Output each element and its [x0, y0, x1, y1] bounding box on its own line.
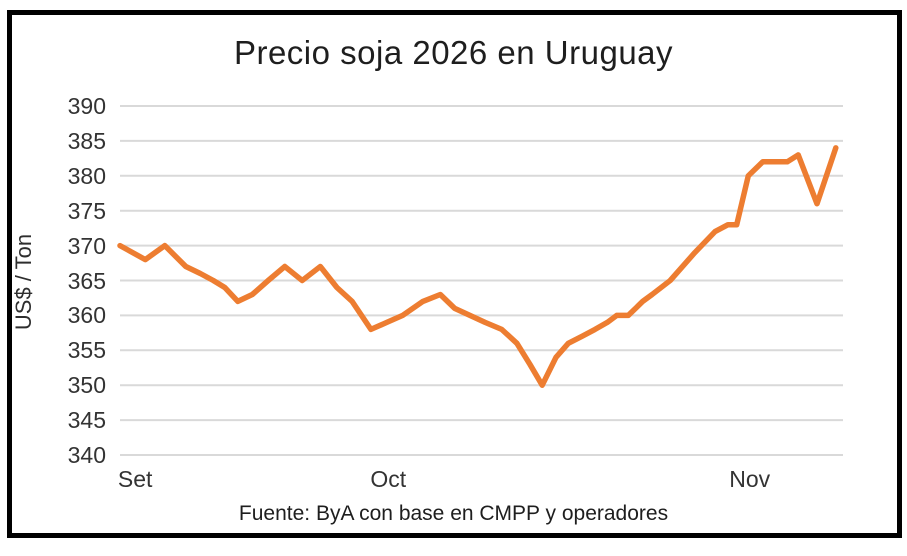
y-tick-label: 345 [67, 407, 106, 434]
y-tick-label: 390 [67, 93, 106, 119]
y-tick-label: 350 [67, 372, 106, 399]
x-tick-label: Nov [729, 466, 771, 492]
y-tick-label: 340 [67, 442, 106, 468]
chart-border-frame [7, 10, 902, 538]
y-tick-label: 370 [67, 232, 106, 259]
source-note: Fuente: ByA con base en CMPP y operadore… [238, 502, 669, 525]
x-tick-label: Set [117, 466, 153, 492]
y-tick-label: 355 [67, 337, 106, 364]
x-tick-label: Oct [370, 466, 407, 492]
chart-title: Precio soja 2026 en Uruguay [233, 34, 674, 71]
y-tick-label: 365 [67, 267, 106, 294]
price-line [117, 145, 839, 388]
y-tick-label: 385 [67, 127, 106, 154]
y-tick-label: 380 [67, 162, 106, 189]
y-tick-label: 360 [67, 302, 106, 329]
y-tick-label: 375 [67, 197, 106, 224]
